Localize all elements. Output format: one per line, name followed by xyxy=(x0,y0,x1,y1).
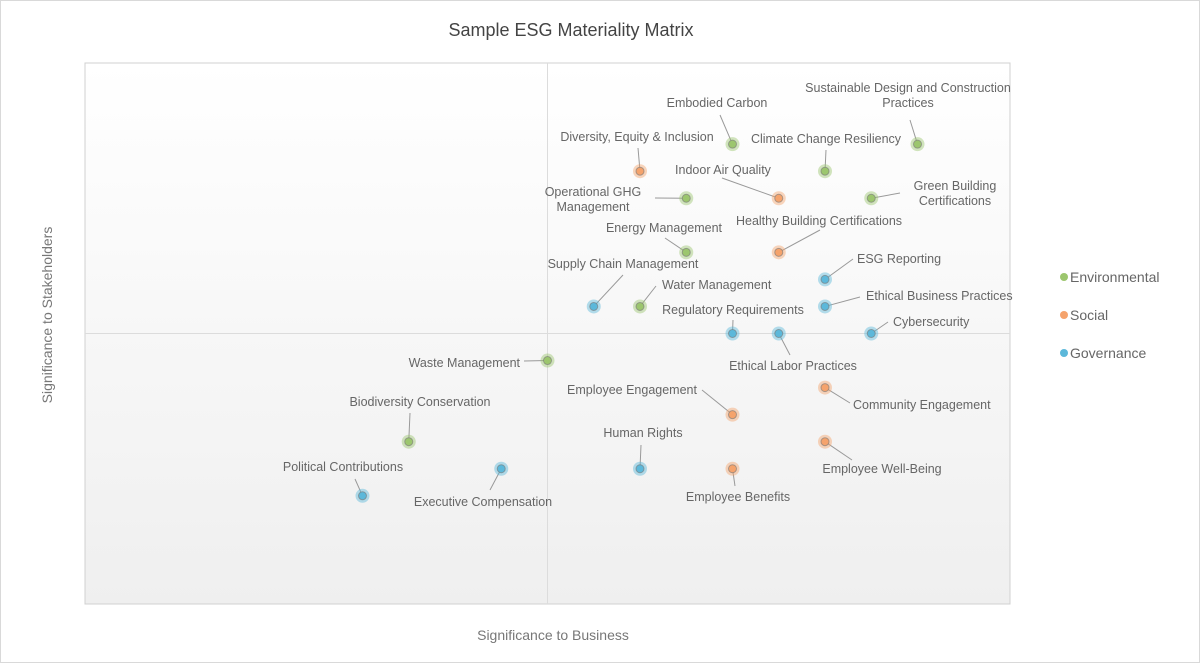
legend-item-governance[interactable]: Governance xyxy=(1070,345,1146,361)
data-point[interactable] xyxy=(589,301,599,311)
data-point[interactable] xyxy=(728,464,737,474)
legend-item-environmental[interactable]: Environmental xyxy=(1070,269,1160,285)
data-label: Ethical Labor Practices xyxy=(729,359,857,373)
data-point[interactable] xyxy=(496,464,506,474)
data-label: Employee Engagement xyxy=(567,383,697,397)
data-point[interactable] xyxy=(404,437,414,447)
data-point[interactable] xyxy=(774,193,784,203)
leader-line xyxy=(593,274,624,307)
data-label: Water Management xyxy=(662,278,772,292)
data-point[interactable] xyxy=(774,247,784,257)
leader-line xyxy=(721,177,779,199)
data-label: Community Engagement xyxy=(853,398,991,412)
leader-line xyxy=(824,258,854,280)
legend-item-social[interactable]: Social xyxy=(1070,307,1108,323)
data-point[interactable] xyxy=(681,193,691,203)
data-label: Healthy Building Certifications xyxy=(736,214,902,228)
leader-line xyxy=(824,387,851,404)
data-label: Political Contributions xyxy=(283,460,403,474)
data-point[interactable] xyxy=(681,247,691,257)
legend-marker-icon xyxy=(1060,349,1068,357)
data-point[interactable] xyxy=(820,166,830,176)
data-point[interactable] xyxy=(820,301,830,311)
data-label: Green Building Certifications xyxy=(914,179,997,208)
data-label: Employee Benefits xyxy=(686,490,790,504)
legend-marker-icon xyxy=(1060,311,1068,319)
leader-line xyxy=(719,114,733,145)
data-label: ESG Reporting xyxy=(857,252,941,266)
y-axis-label: Significance to Stakeholders xyxy=(39,227,55,404)
data-label: Regulatory Requirements xyxy=(662,303,804,317)
legend-marker-icon xyxy=(1060,273,1068,281)
data-point[interactable] xyxy=(728,329,737,338)
data-point[interactable] xyxy=(635,166,645,176)
data-label: Embodied Carbon xyxy=(667,96,768,110)
data-point[interactable] xyxy=(820,437,830,447)
data-label: Energy Management xyxy=(606,221,723,235)
chart-title: Sample ESG Materiality Matrix xyxy=(448,20,693,40)
legend: Environmental Social Governance xyxy=(1060,269,1160,361)
leader-line xyxy=(824,296,861,307)
data-point[interactable] xyxy=(543,356,552,366)
data-label: Diversity, Equity & Inclusion xyxy=(560,130,713,144)
data-point[interactable] xyxy=(866,193,876,203)
data-label: Employee Well-Being xyxy=(822,462,941,476)
leader-line xyxy=(824,441,853,461)
leader-line xyxy=(778,229,821,253)
data-point[interactable] xyxy=(866,329,876,338)
data-label: Ethical Business Practices xyxy=(866,289,1013,303)
data-label: Operational GHG Management xyxy=(545,185,642,214)
data-point[interactable] xyxy=(820,274,830,284)
data-point[interactable] xyxy=(635,464,645,474)
data-label: Climate Change Resiliency xyxy=(751,132,902,146)
data-point[interactable] xyxy=(635,301,645,311)
data-point[interactable] xyxy=(728,139,737,149)
data-label: Sustainable Design and Construction Pract… xyxy=(805,81,1011,110)
leader-line xyxy=(408,412,411,442)
data-label: Waste Management xyxy=(409,356,521,370)
data-point[interactable] xyxy=(913,139,922,149)
data-label: Human Rights xyxy=(603,426,682,440)
data-label: Biodiversity Conservation xyxy=(349,395,490,409)
data-label: Indoor Air Quality xyxy=(675,163,772,177)
data-point[interactable] xyxy=(820,383,830,393)
leader-line xyxy=(701,389,733,416)
data-point[interactable] xyxy=(728,410,737,420)
leader-line xyxy=(871,192,901,199)
data-label: Executive Compensation xyxy=(414,495,552,509)
data-label: Supply Chain Management xyxy=(548,257,699,271)
data-point[interactable] xyxy=(358,491,367,501)
data-label: Cybersecurity xyxy=(893,315,970,329)
x-axis-label: Significance to Business xyxy=(477,627,629,643)
data-point[interactable] xyxy=(774,329,784,338)
